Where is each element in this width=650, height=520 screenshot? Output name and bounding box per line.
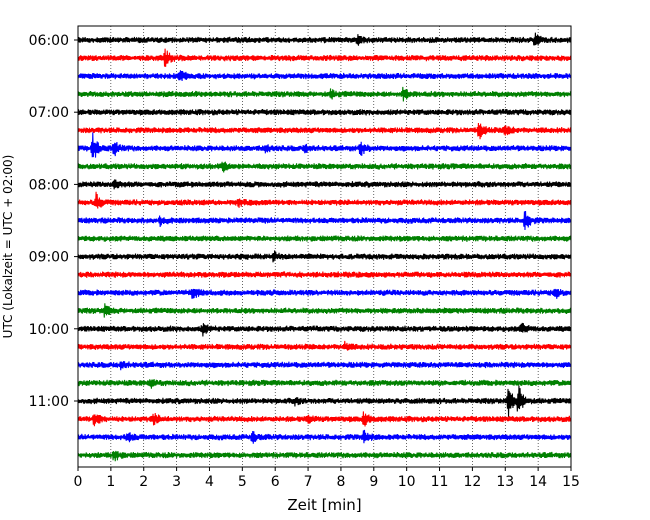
trace-0815 [77,191,572,209]
x-tick-label: 9 [369,474,378,490]
trace-0945 [77,303,572,318]
x-tick-label: 11 [431,474,449,490]
trace-0600 [77,32,572,46]
trace-0930 [77,288,572,299]
y-tick-label: 10:00 [29,322,69,338]
trace-1130 [77,429,572,444]
x-tick-label: 13 [496,474,514,490]
trace-0745 [77,161,572,173]
x-tick-label: 5 [238,474,247,490]
trace-0630 [77,70,572,81]
x-tick-label: 2 [139,474,148,490]
x-tick-label: 15 [562,474,580,490]
y-tick-label: 09:00 [29,250,69,266]
x-tick-label: 1 [106,474,115,490]
trace-0845 [77,235,572,242]
trace-1000 [77,322,572,337]
x-tick-label: 6 [271,474,280,490]
trace-1100 [77,385,572,418]
trace-0645 [77,86,572,102]
y-tick-label: 06:00 [29,33,69,49]
y-tick-label: 11:00 [29,394,69,410]
y-axis-label: UTC (Lokalzeit = UTC + 02:00) [1,155,15,339]
trace-0900 [77,250,572,263]
trace-0800 [77,179,572,190]
x-tick-label: 14 [529,474,547,490]
traces [77,32,572,462]
trace-1045 [77,379,572,389]
trace-0700 [77,108,572,116]
x-axis-label: Zeit [min] [287,496,361,514]
trace-0730 [77,132,572,158]
trace-1030 [77,361,572,371]
x-tick-label: 8 [336,474,345,490]
y-tick-label: 07:00 [29,105,69,121]
y-tick-label: 08:00 [29,177,69,193]
trace-1015 [77,340,572,351]
x-tick-label: 0 [74,474,83,490]
trace-1145 [77,450,572,462]
trace-0715 [77,123,572,140]
y-axis-ticks: 06:00 07:00 08:00 09:00 10:00 11:00 [29,33,78,410]
x-tick-label: 7 [304,474,313,490]
x-tick-label: 3 [172,474,181,490]
x-tick-label: 10 [398,474,416,490]
trace-0830 [77,210,572,230]
trace-1115 [77,411,572,427]
x-tick-label: 4 [205,474,214,490]
x-tick-label: 12 [463,474,481,490]
x-axis-ticks: 0 1 2 3 4 5 6 7 8 9 10 11 12 13 14 15 [74,467,580,490]
plot-frame [77,25,572,468]
trace-0915 [77,271,572,278]
trace-0615 [77,48,572,67]
